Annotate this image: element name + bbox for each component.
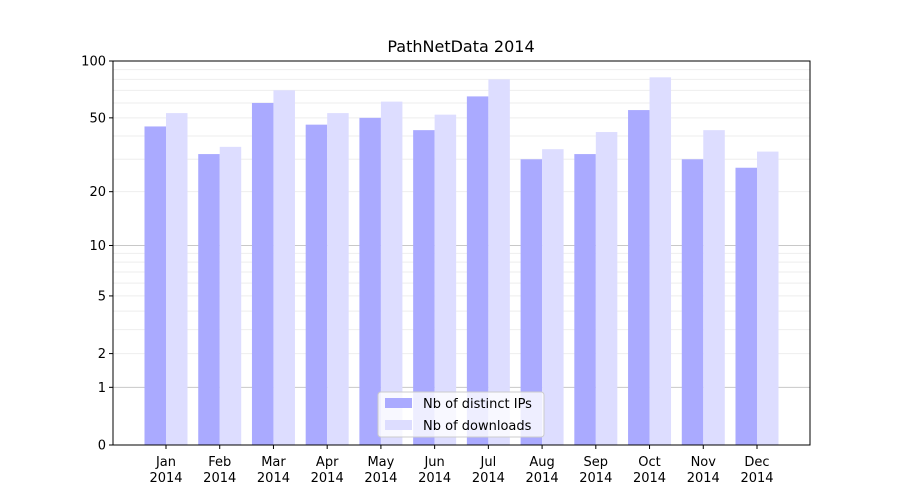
x-tick-label: Feb 2014: [203, 455, 236, 486]
bar-distinct-ips: [305, 124, 328, 446]
bar-downloads: [380, 101, 403, 445]
y-tick-label: 2: [98, 347, 106, 362]
bar-distinct-ips: [466, 96, 489, 445]
y-tick-label: 100: [81, 55, 106, 70]
bar-distinct-ips: [359, 117, 381, 445]
bars: [144, 77, 779, 446]
bar-distinct-ips: [681, 159, 704, 445]
legend: Nb of distinct IPs Nb of downloads: [377, 391, 545, 438]
legend-box: [377, 391, 545, 438]
x-tick-label: Nov 2014: [687, 455, 720, 486]
y-axis: 0 1 2 5 10 20 50 100: [81, 55, 113, 454]
y-tick-label: 5: [98, 289, 106, 304]
bar-distinct-ips: [574, 154, 596, 446]
x-axis: Jan 2014 Feb 2014 Mar 2014 Apr 2014 May 2014 Jun 20…: [149, 445, 774, 486]
chart-title: PathNetData 2014: [387, 37, 534, 56]
bar-downloads: [595, 132, 618, 446]
bar-distinct-ips: [198, 154, 220, 446]
bar-distinct-ips: [144, 126, 166, 445]
bar-downloads: [542, 149, 564, 446]
y-tick-label: 1: [98, 381, 106, 396]
bar-distinct-ips: [628, 110, 650, 446]
legend-swatch-downloads: [385, 420, 412, 430]
bar-downloads: [273, 90, 295, 445]
bar-downloads: [703, 130, 725, 446]
bar-downloads: [327, 113, 349, 445]
bar-downloads: [219, 146, 242, 445]
y-tick-label: 10: [89, 239, 106, 254]
bar-downloads: [649, 77, 672, 445]
x-tick-label: Dec 2014: [740, 455, 773, 486]
x-tick-label: Sep 2014: [579, 455, 612, 486]
x-tick-label: Aug 2014: [526, 455, 559, 486]
bar-downloads: [434, 114, 457, 446]
bar-distinct-ips: [735, 167, 757, 445]
legend-swatch-ips: [385, 398, 412, 408]
bar-downloads: [488, 79, 510, 446]
bar-distinct-ips: [413, 130, 435, 446]
legend-label-downloads: Nb of downloads: [423, 419, 532, 434]
legend-label-ips: Nb of distinct IPs: [423, 397, 532, 412]
x-tick-label: Jan 2014: [149, 455, 182, 486]
bar-distinct-ips: [251, 102, 274, 445]
bar-downloads: [757, 151, 779, 445]
x-tick-label: Apr 2014: [311, 455, 344, 486]
x-tick-label: Jun 2014: [418, 455, 451, 486]
y-tick-label: 50: [89, 111, 106, 126]
plot-frame: [112, 60, 811, 446]
bar-distinct-ips: [520, 159, 543, 445]
bar-downloads: [166, 113, 188, 445]
y-tick-label: 0: [98, 439, 106, 454]
x-tick-label: Oct 2014: [633, 455, 666, 486]
x-tick-label: May 2014: [364, 455, 397, 486]
x-tick-label: Jul 2014: [472, 455, 505, 486]
x-tick-label: Mar 2014: [257, 455, 290, 486]
y-tick-label: 20: [89, 185, 106, 200]
